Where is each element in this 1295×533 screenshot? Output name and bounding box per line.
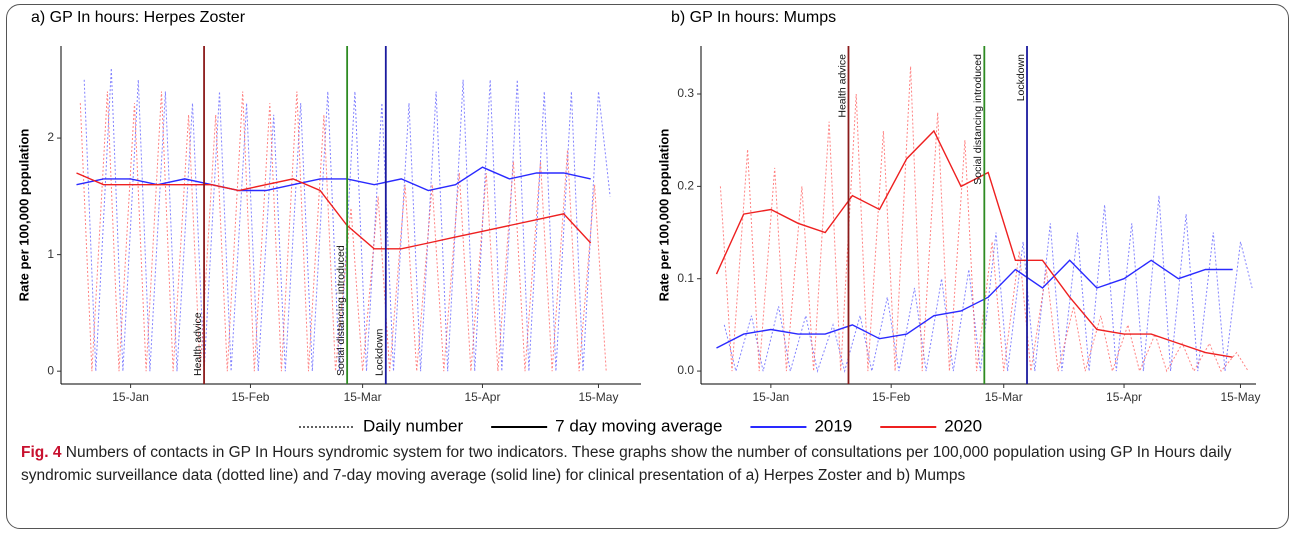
- y-tick-label: 0.2: [677, 179, 694, 193]
- x-tick-label: 15-Mar: [985, 390, 1023, 404]
- y-tick-label: 0.3: [677, 86, 694, 100]
- event-label: Social distancing introduced: [335, 245, 347, 376]
- chart-title: b) GP In hours: Mumps: [671, 9, 836, 26]
- event-label: Health advice: [836, 54, 848, 118]
- chart-title: a) GP In hours: Herpes Zoster: [31, 9, 246, 26]
- x-tick-label: 15-Jan: [753, 390, 790, 404]
- x-tick-label: 15-Feb: [231, 390, 269, 404]
- legend-label: Daily number: [363, 416, 463, 435]
- caption-text: Numbers of contacts in GP In Hours syndr…: [21, 444, 1232, 484]
- legend-label: 2019: [814, 416, 852, 435]
- series-line: [76, 166, 591, 192]
- series-line: [715, 129, 1233, 358]
- x-tick-label: 15-Mar: [344, 390, 382, 404]
- y-axis-label: Rate per 100,000 population: [16, 129, 31, 302]
- series-line: [83, 68, 611, 372]
- series-line: [76, 172, 592, 250]
- y-tick-label: 0: [47, 363, 54, 377]
- y-tick-label: 0.1: [677, 271, 694, 285]
- event-label: Lockdown: [374, 329, 386, 376]
- x-tick-label: 15-Jan: [112, 390, 149, 404]
- x-tick-label: 15-Apr: [1106, 390, 1142, 404]
- caption-label: Fig. 4: [21, 444, 62, 461]
- series-line: [79, 91, 607, 372]
- series-line: [723, 195, 1253, 374]
- legend-label: 7 day moving average: [555, 416, 722, 435]
- x-tick-label: 15-May: [578, 390, 618, 404]
- x-tick-label: 15-May: [1220, 390, 1260, 404]
- event-label: Health advice: [192, 312, 204, 376]
- series-line: [716, 259, 1233, 349]
- x-tick-label: 15-Apr: [464, 390, 500, 404]
- event-label: Lockdown: [1015, 54, 1027, 101]
- y-tick-label: 0.0: [677, 363, 694, 377]
- caption: Fig. 4 Numbers of contacts in GP In Hour…: [21, 441, 1271, 487]
- event-label: Social distancing introduced: [972, 54, 984, 185]
- legend-label: 2020: [944, 416, 982, 435]
- x-tick-label: 15-Feb: [872, 390, 910, 404]
- y-tick-label: 2: [47, 130, 54, 144]
- y-axis-label: Rate per 100,000 population: [656, 129, 671, 302]
- figure: a) GP In hours: Herpes Zoster Rate per 10…: [6, 4, 1289, 529]
- y-tick-label: 1: [47, 247, 54, 261]
- charts: a) GP In hours: Herpes Zoster Rate per 10…: [16, 9, 1260, 435]
